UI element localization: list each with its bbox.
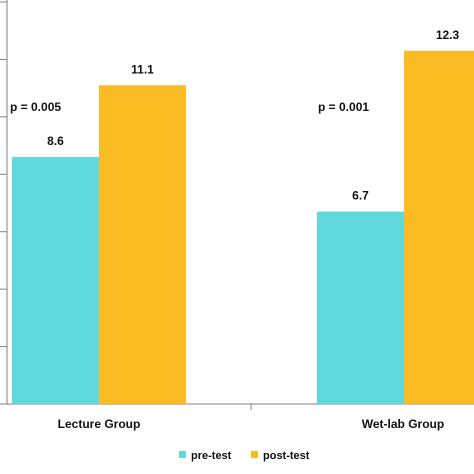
legend: pre-test post-test (179, 450, 310, 462)
data-label: 6.7 (352, 189, 369, 203)
bar-post-test-lecture (99, 85, 186, 405)
bar-pre-test-wetlab (317, 211, 404, 404)
legend-label: post-test (263, 450, 310, 462)
bars (12, 50, 474, 405)
data-label: 8.6 (47, 134, 64, 148)
legend-swatch (251, 451, 258, 458)
annotations: p = 0.005 p = 0.001 (10, 100, 369, 114)
bar-post-test-wetlab (404, 50, 474, 405)
data-label: 11.1 (131, 62, 154, 76)
category-labels: Lecture Group Wet-lab Group (58, 417, 445, 431)
legend-label: pre-test (191, 450, 232, 462)
p-value-annotation: p = 0.005 (10, 100, 61, 114)
bar-pre-test-lecture (12, 157, 99, 404)
p-value-annotation: p = 0.001 (318, 100, 369, 114)
category-label: Wet-lab Group (362, 417, 444, 431)
legend-swatch (179, 451, 186, 458)
data-label: 12.3 (436, 28, 460, 42)
category-label: Lecture Group (58, 417, 141, 431)
data-labels: 8.6 11.1 6.7 12.3 (47, 28, 459, 203)
